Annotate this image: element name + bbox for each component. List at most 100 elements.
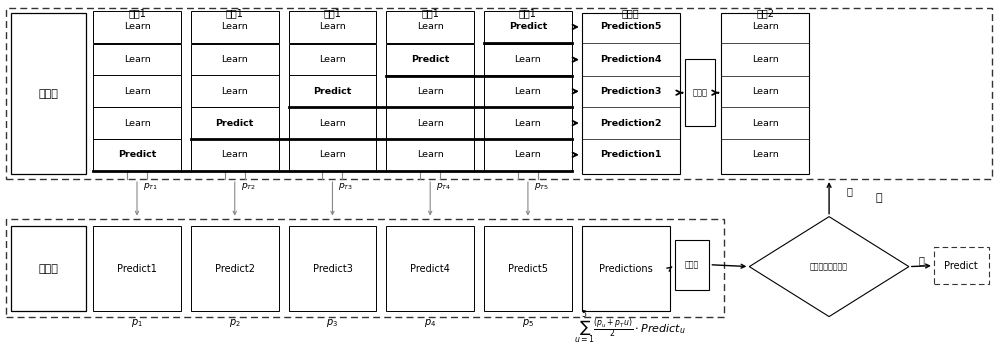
Text: Predict1: Predict1 <box>117 264 157 274</box>
Text: $\sum_{u=1}^{5}\frac{(p_u + p_T u)}{2} \cdot Predict_u$: $\sum_{u=1}^{5}\frac{(p_u + p_T u)}{2} \… <box>574 309 685 347</box>
Bar <box>582 226 670 311</box>
Text: Prediction4: Prediction4 <box>600 55 661 64</box>
Text: 模型1: 模型1 <box>324 8 341 18</box>
Text: $p_{T3}$: $p_{T3}$ <box>338 181 354 193</box>
Bar <box>484 75 572 107</box>
Text: Learn: Learn <box>221 87 248 96</box>
Text: Prediction2: Prediction2 <box>600 119 661 127</box>
Text: Learn: Learn <box>319 119 346 127</box>
Text: Learn: Learn <box>515 55 541 64</box>
Bar <box>11 13 86 174</box>
Text: $p_3$: $p_3$ <box>326 317 338 329</box>
Bar <box>289 139 376 171</box>
Text: Predict: Predict <box>216 119 254 127</box>
Bar <box>93 139 181 171</box>
Text: Learn: Learn <box>752 55 779 64</box>
Text: Predict: Predict <box>411 55 449 64</box>
Bar <box>191 11 279 43</box>
Text: Prediction5: Prediction5 <box>600 22 661 32</box>
Bar <box>386 226 474 311</box>
Bar <box>191 226 279 311</box>
Text: 是: 是 <box>846 187 852 197</box>
Text: Learn: Learn <box>124 119 150 127</box>
Text: Predictions: Predictions <box>599 264 653 274</box>
Text: Prediction1: Prediction1 <box>600 150 661 159</box>
Bar <box>484 11 572 43</box>
Text: $p_{T2}$: $p_{T2}$ <box>241 181 256 193</box>
Text: Predict3: Predict3 <box>313 264 352 274</box>
Bar <box>721 13 809 174</box>
Text: Learn: Learn <box>515 87 541 96</box>
Text: Learn: Learn <box>319 55 346 64</box>
Bar <box>191 44 279 76</box>
Text: Learn: Learn <box>752 87 779 96</box>
Bar <box>11 226 86 311</box>
Text: $p_4$: $p_4$ <box>424 317 436 329</box>
Text: 模型1: 模型1 <box>128 8 146 18</box>
Bar <box>6 218 724 317</box>
Text: Predict: Predict <box>313 87 352 96</box>
Text: 模型1: 模型1 <box>421 8 439 18</box>
Text: $p_{T1}$: $p_{T1}$ <box>143 181 158 193</box>
Bar <box>386 75 474 107</box>
Bar <box>675 240 709 290</box>
Text: Learn: Learn <box>124 87 150 96</box>
Bar <box>191 75 279 107</box>
Text: $p_5$: $p_5$ <box>522 317 534 329</box>
Bar <box>685 59 715 126</box>
Bar <box>484 107 572 139</box>
Bar <box>93 75 181 107</box>
Bar <box>484 139 572 171</box>
Text: Learn: Learn <box>417 119 444 127</box>
Text: Learn: Learn <box>221 55 248 64</box>
Bar <box>289 44 376 76</box>
Text: Learn: Learn <box>221 150 248 159</box>
Bar <box>289 107 376 139</box>
Text: Learn: Learn <box>752 150 779 159</box>
Text: Learn: Learn <box>221 22 248 32</box>
Bar <box>289 11 376 43</box>
Text: Learn: Learn <box>319 22 346 32</box>
Polygon shape <box>749 217 909 317</box>
Text: Learn: Learn <box>417 150 444 159</box>
Text: Predict: Predict <box>118 150 156 159</box>
Bar <box>191 107 279 139</box>
Text: 测试误差是否减少: 测试误差是否减少 <box>810 262 848 271</box>
Text: Prediction3: Prediction3 <box>600 87 661 96</box>
Text: 测试集: 测试集 <box>39 264 59 274</box>
Text: Learn: Learn <box>417 87 444 96</box>
Bar <box>93 44 181 76</box>
Text: $p_2$: $p_2$ <box>229 317 241 329</box>
Bar <box>289 226 376 311</box>
Bar <box>93 107 181 139</box>
Text: Learn: Learn <box>515 150 541 159</box>
Bar <box>289 75 376 107</box>
Bar <box>93 226 181 311</box>
Text: $p_{T4}$: $p_{T4}$ <box>436 181 451 193</box>
Text: Learn: Learn <box>752 119 779 127</box>
Bar <box>386 139 474 171</box>
Text: Learn: Learn <box>515 119 541 127</box>
Bar <box>582 13 680 174</box>
Text: 训练集: 训练集 <box>693 88 708 97</box>
Text: 模型2: 模型2 <box>756 8 774 18</box>
Text: Learn: Learn <box>417 22 444 32</box>
Text: 新特征: 新特征 <box>622 8 639 18</box>
Text: Learn: Learn <box>319 150 346 159</box>
Text: 模型1: 模型1 <box>226 8 244 18</box>
Bar <box>386 11 474 43</box>
Text: Predict2: Predict2 <box>215 264 255 274</box>
Text: 否: 否 <box>919 255 925 265</box>
Bar <box>484 44 572 76</box>
Text: Predict: Predict <box>509 22 547 32</box>
Bar <box>934 247 989 284</box>
Text: 模型1: 模型1 <box>519 8 537 18</box>
Bar <box>386 44 474 76</box>
Bar <box>191 139 279 171</box>
Text: Predict5: Predict5 <box>508 264 548 274</box>
Text: 是: 是 <box>876 194 882 203</box>
Text: $p_{T5}$: $p_{T5}$ <box>534 181 549 193</box>
Bar <box>484 226 572 311</box>
Bar <box>93 11 181 43</box>
Bar <box>6 8 992 179</box>
